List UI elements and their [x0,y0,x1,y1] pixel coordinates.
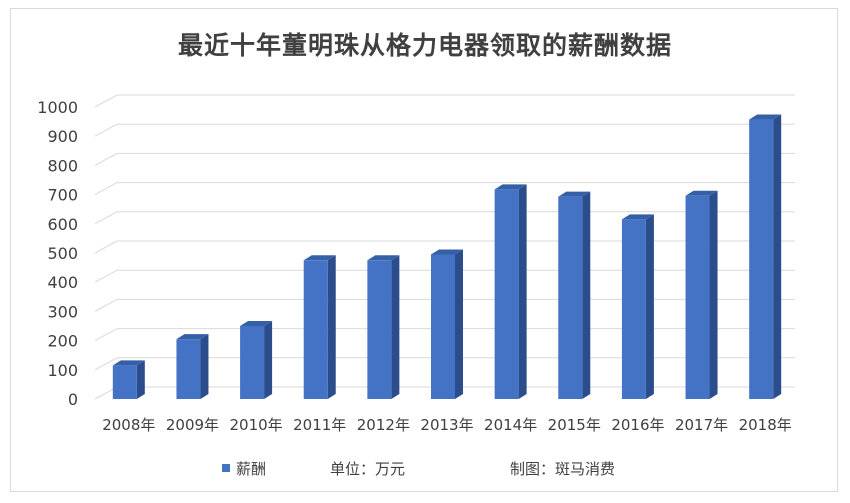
legend-swatch [222,464,230,472]
bar [240,321,273,399]
gridline [94,182,795,196]
bar-front [112,365,137,399]
x-tick-label: 2012年 [357,416,410,434]
bar-front [621,219,646,399]
bar [558,191,591,399]
y-tick-label: 0 [68,390,78,409]
bar-top [494,184,527,190]
x-tick-label: 2017年 [675,416,728,434]
legend-item-series: 薪酬 [222,458,266,479]
y-tick-label: 100 [47,361,78,380]
bar [431,249,463,399]
bar-side [518,184,527,399]
bar-series [112,114,782,399]
y-tick-label: 800 [47,156,78,175]
x-axis-ticks: 2008年 2009年 2010年 2011年 2012年 2013年 2014年 2015年… [102,416,792,434]
bar-front [494,189,519,399]
bar [494,184,527,399]
bar-top [431,249,463,255]
y-tick-label: 900 [47,127,78,146]
bar-top [621,214,654,220]
bar-top [558,191,591,197]
bar-side [455,249,463,399]
legend: 薪酬 单位：万元 制图：斑马消费 [0,458,850,480]
bar [685,190,718,399]
x-tick-label: 2010年 [229,416,282,434]
bar-front [431,254,455,399]
bar-front [558,196,583,399]
bar [749,114,782,399]
bar [176,334,209,399]
chart-title: 最近十年董明珠从格力电器领取的薪酬数据 [177,31,672,60]
x-tick-label: 2018年 [739,416,792,434]
x-tick-label: 2013年 [420,416,473,434]
y-tick-label: 200 [47,332,78,351]
bar-top [367,255,400,261]
bar [367,255,400,399]
x-tick-label: 2011年 [293,416,346,434]
y-tick-label: 600 [47,215,78,234]
bar-front [176,339,201,399]
y-axis-ticks: 0 100 200 300 400 500 600 700 800 900 1000 [37,98,78,409]
bar-top [112,360,145,366]
bar-side [709,190,718,399]
credit-note: 制图：斑马消费 [510,460,616,478]
bar-side [773,114,782,399]
bar-side [645,214,654,399]
bar-top [176,334,209,340]
bar-side [582,191,591,399]
bar-front [240,326,265,399]
x-tick-label: 2015年 [548,416,601,434]
gridline [94,123,795,137]
bar-front [685,195,710,399]
x-tick-label: 2014年 [484,416,537,434]
bar-front [303,260,328,399]
bar [112,360,145,399]
bar-front [749,119,774,399]
y-tick-label: 700 [47,186,78,205]
y-tick-label: 400 [47,273,78,292]
x-tick-label: 2009年 [166,416,219,434]
bar-side [200,334,209,399]
bar-top [685,190,718,196]
bar-side [136,360,145,399]
bar-side [391,255,400,399]
bar-front [367,260,392,399]
unit-note: 单位：万元 [330,460,406,478]
bar-top [303,255,336,261]
y-tick-label: 500 [47,244,78,263]
y-tick-label: 1000 [37,98,78,117]
bar-side [327,255,336,399]
gridline [94,94,795,108]
bar-top [240,321,273,326]
bar-top [749,114,782,120]
bar [303,255,336,399]
bar-side [264,321,273,399]
gridline [94,152,795,166]
x-tick-label: 2016年 [611,416,664,434]
bar [621,214,654,399]
y-tick-label: 300 [47,302,78,321]
x-tick-label: 2008年 [102,416,155,434]
legend-label: 薪酬 [236,460,267,478]
